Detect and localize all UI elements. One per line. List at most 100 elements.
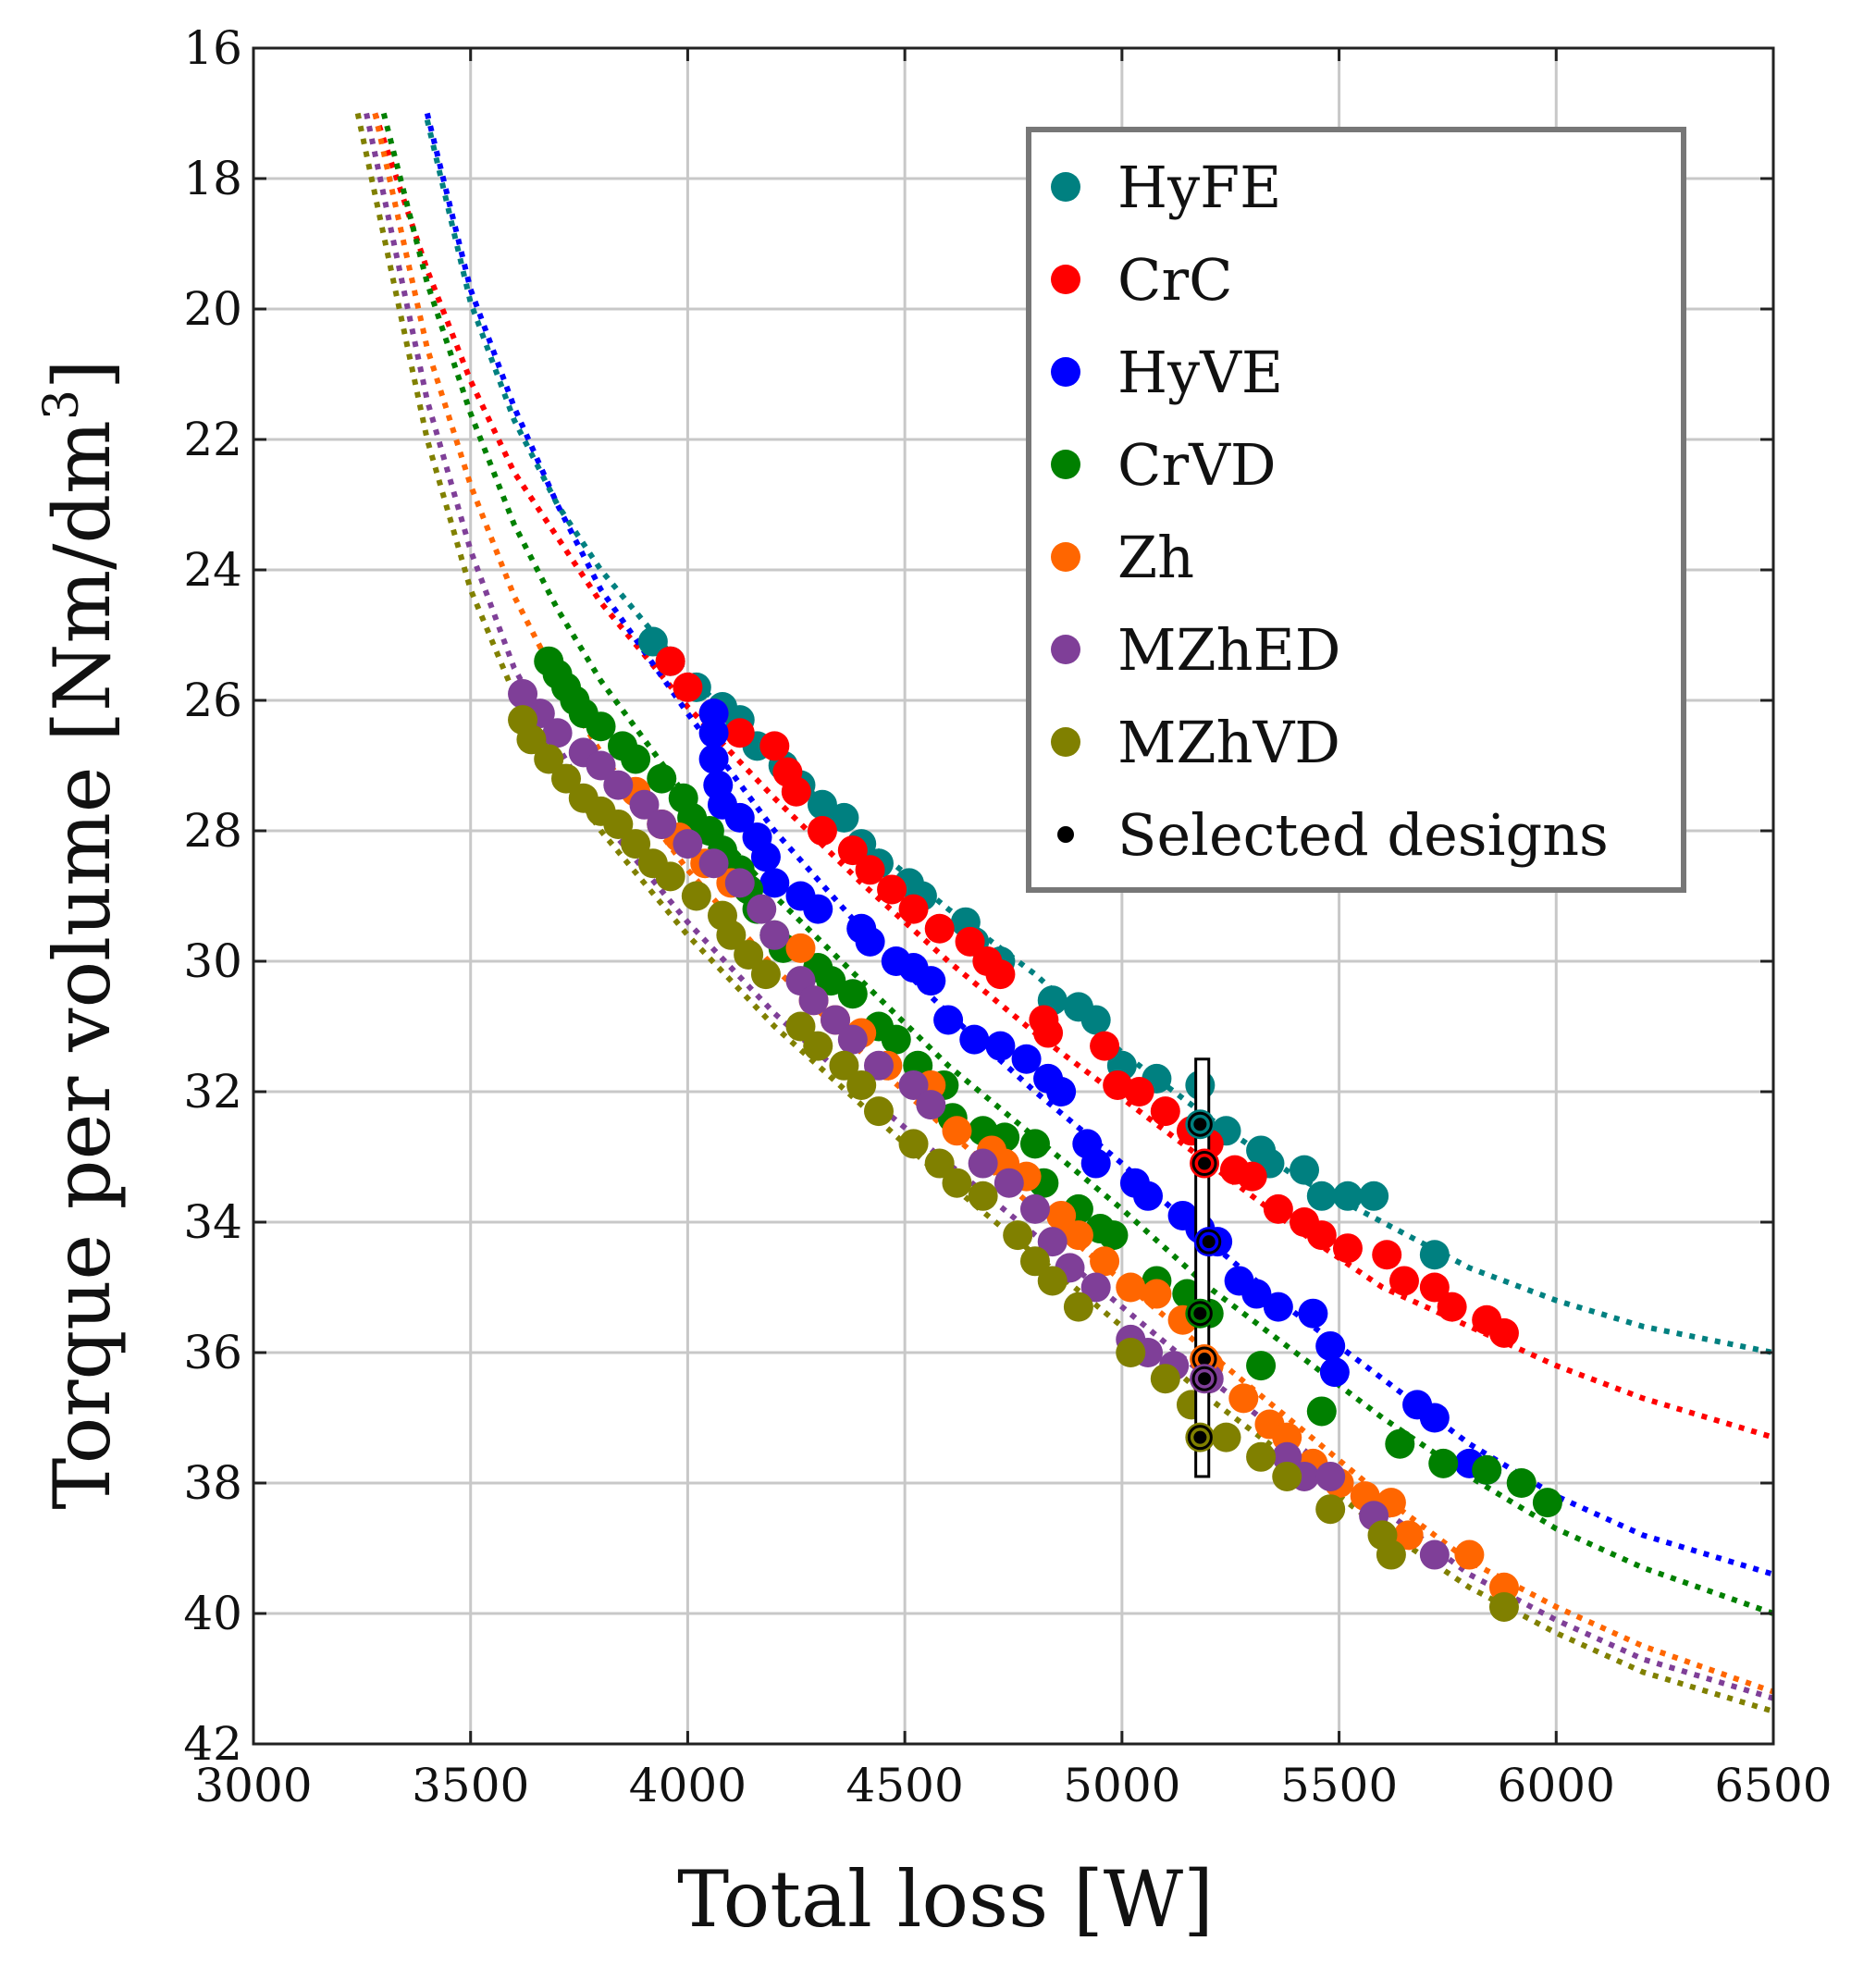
point-crc: [1488, 1317, 1519, 1348]
x-tick-label: 4000: [629, 1759, 747, 1812]
legend-label-crvd: CrVD: [1117, 431, 1277, 499]
point-hyve: [698, 744, 729, 774]
x-tick-label: 5000: [1063, 1759, 1180, 1812]
y-tick-label: 24: [183, 543, 242, 597]
point-hyve: [916, 966, 946, 996]
point-hyfe: [807, 789, 837, 820]
point-hyve: [1080, 1148, 1111, 1179]
x-axis-title: Total loss [W]: [677, 1854, 1214, 1945]
point-mzhed: [898, 1069, 929, 1100]
point-crc: [1306, 1220, 1337, 1251]
point-hyve: [1298, 1298, 1328, 1329]
point-hyfe: [1332, 1181, 1363, 1211]
point-mzhed: [629, 789, 660, 820]
point-mzhed: [603, 770, 634, 800]
legend-box: [1026, 127, 1686, 893]
point-mzhvd: [621, 829, 651, 859]
point-crc: [1388, 1266, 1419, 1296]
selected-point-mzhvd: [1193, 1430, 1207, 1444]
point-mzhvd: [863, 1096, 894, 1127]
point-mzhvd: [846, 1069, 877, 1100]
point-hyfe: [1080, 1005, 1111, 1035]
legend-label-crc: CrC: [1117, 246, 1233, 314]
point-crvd: [1532, 1488, 1562, 1518]
point-crvd: [621, 744, 651, 774]
point-crc: [807, 816, 837, 846]
point-hyfe: [637, 626, 668, 657]
selected-point-hyfe: [1193, 1118, 1207, 1131]
point-crc: [781, 776, 811, 807]
point-mzhvd: [1019, 1246, 1050, 1277]
point-mzhed: [1315, 1461, 1346, 1491]
y-axis-title: Torque per volume [Nm/dm3]: [34, 359, 128, 1509]
point-crvd: [1385, 1428, 1415, 1459]
point-hyve: [1315, 1330, 1346, 1361]
point-hyfe: [829, 802, 859, 833]
point-mzhvd: [924, 1148, 955, 1179]
point-mzhvd: [516, 724, 547, 755]
legend-marker-mzhvd: [1051, 727, 1080, 757]
point-crc: [759, 731, 790, 761]
point-crc: [1263, 1193, 1293, 1224]
point-crc: [837, 835, 868, 866]
point-crvd: [1246, 1351, 1277, 1381]
point-mzhvd: [1211, 1422, 1241, 1453]
point-mzhed: [1019, 1193, 1050, 1224]
point-hyve: [1241, 1279, 1272, 1309]
axis-ticks: [252, 46, 1775, 1746]
point-crvd: [1019, 1129, 1050, 1159]
point-mzhvd: [968, 1181, 998, 1211]
point-mzhed: [759, 920, 790, 950]
point-crc: [1033, 1018, 1064, 1048]
legend-marker-hyve: [1051, 357, 1080, 387]
point-mzhvd: [534, 744, 564, 774]
y-tick-label: 20: [183, 282, 242, 336]
point-mzhed: [1037, 1227, 1068, 1257]
point-mzhvd: [1376, 1539, 1406, 1570]
point-hyve: [750, 842, 781, 872]
point-mzhed: [542, 718, 573, 748]
point-mzhed: [994, 1168, 1024, 1198]
point-mzhvd: [1246, 1441, 1277, 1472]
y-tick-label: 40: [183, 1587, 242, 1640]
selected-designs: [1185, 1057, 1224, 1478]
point-hyve: [1133, 1181, 1164, 1211]
point-mzhed: [673, 829, 703, 859]
point-mzhed: [1419, 1539, 1450, 1570]
legend-label-selected-designs: Selected designs: [1117, 801, 1609, 869]
point-mzhvd: [785, 1011, 816, 1042]
point-crvd: [1428, 1448, 1459, 1478]
point-zh: [785, 933, 816, 963]
y-axis-title-sup: 3: [34, 389, 90, 420]
selected-point-mzhed: [1198, 1372, 1212, 1386]
point-crc: [1150, 1096, 1180, 1127]
point-mzhvd: [734, 939, 764, 970]
legend-marker-mzhed: [1051, 635, 1080, 664]
point-crc: [655, 646, 685, 676]
legend-label-zh: Zh: [1117, 524, 1194, 591]
legend-label-hyfe: HyFE: [1117, 154, 1281, 221]
point-mzhed: [747, 894, 777, 924]
point-zh: [1063, 1220, 1093, 1251]
point-hyve: [1419, 1403, 1450, 1433]
selected-point-crvd: [1193, 1306, 1207, 1320]
y-tick-label: 36: [183, 1326, 242, 1379]
point-hyve: [985, 1031, 1016, 1061]
selected-point-crc: [1198, 1156, 1212, 1170]
point-hyfe: [1306, 1181, 1337, 1211]
point-mzhvd: [1037, 1266, 1068, 1296]
trend-curve-hyfe: [424, 118, 1774, 1355]
point-hyve: [1319, 1357, 1350, 1388]
point-crc: [898, 894, 929, 924]
selected-point-outline: [1191, 1366, 1217, 1391]
point-crvd: [816, 966, 846, 996]
x-tick-labels: 3000 3500 4000 4500 5000 5500 6000 6500: [194, 1759, 1832, 1812]
point-hyve: [855, 926, 885, 957]
point-crc: [955, 926, 985, 957]
point-crc: [1090, 1031, 1120, 1061]
point-mzhvd: [1488, 1591, 1519, 1622]
selected-point-outline: [1191, 1151, 1217, 1177]
point-mzhvd: [681, 881, 711, 911]
x-tick-label: 6500: [1714, 1759, 1832, 1812]
point-hyve: [724, 802, 755, 833]
